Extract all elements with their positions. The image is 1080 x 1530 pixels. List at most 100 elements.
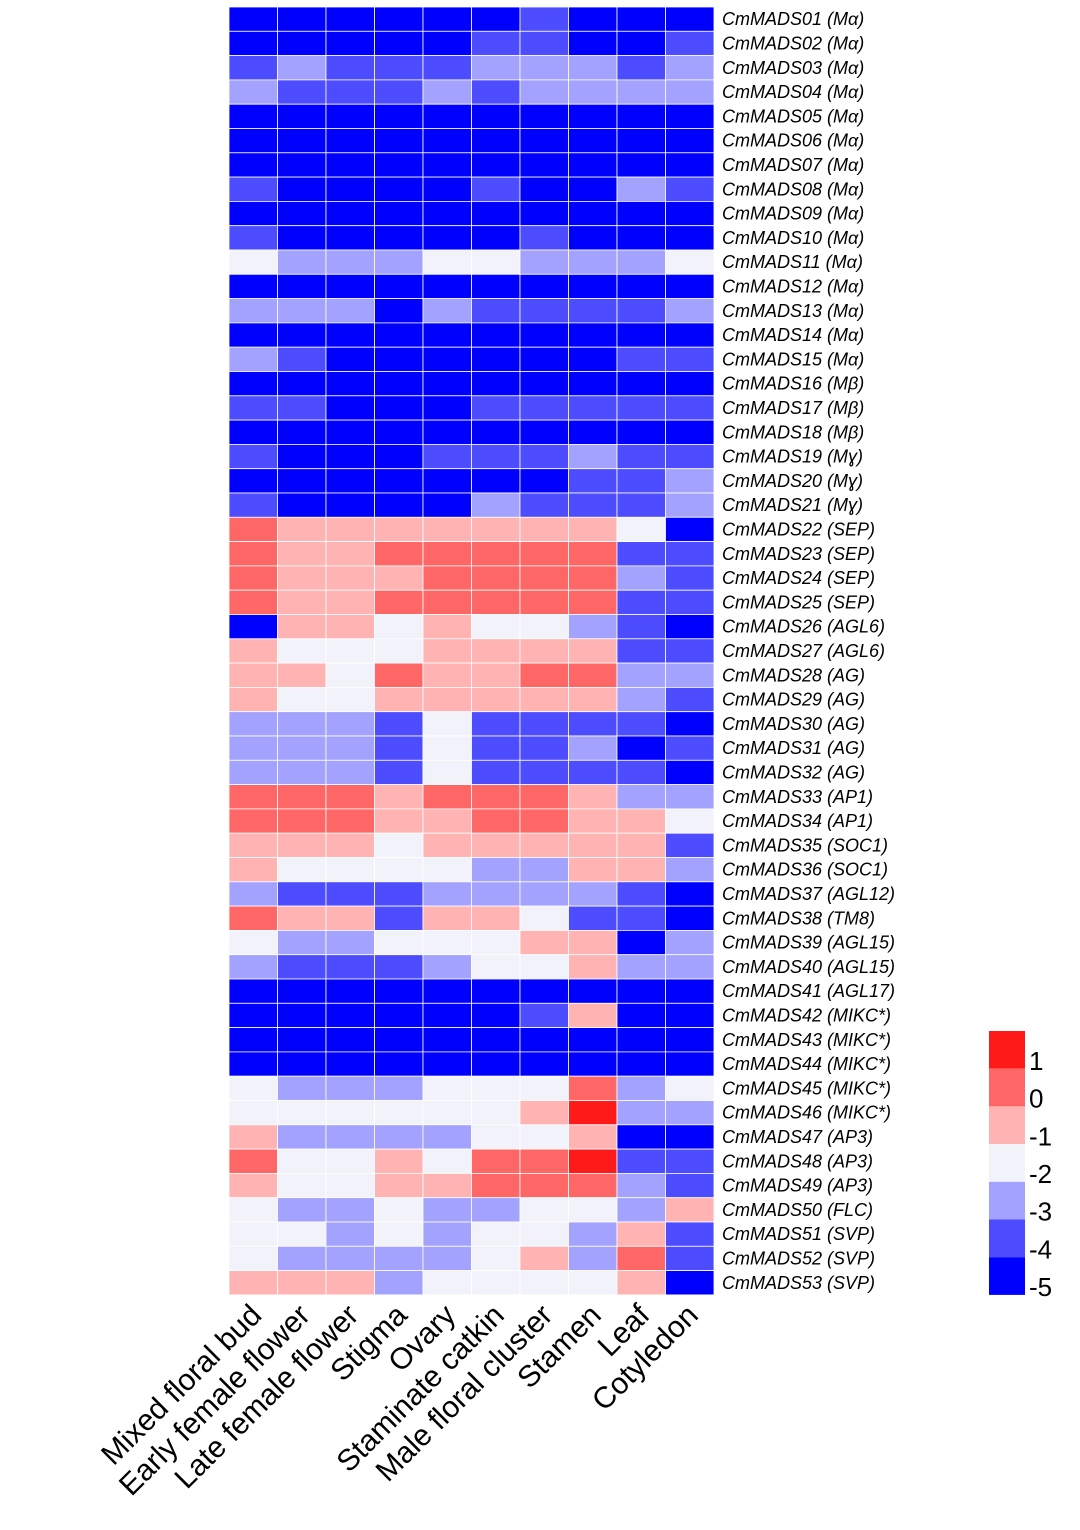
heatmap-cell [277,273,327,299]
heatmap-cell [374,30,424,56]
heatmap-cell [374,1173,424,1199]
heatmap-cell [228,79,278,105]
heatmap-cell [277,371,327,397]
heatmap-cell [325,881,375,907]
heatmap-cell [665,1173,715,1199]
heatmap-cell [471,395,521,421]
heatmap-cell [325,589,375,615]
heatmap-cell [228,516,278,542]
heatmap-cell [616,346,666,372]
heatmap-cell [325,30,375,56]
heatmap-cell [374,735,424,761]
heatmap-cell [374,541,424,567]
heatmap-cell [422,1002,472,1028]
heatmap-cell [422,273,472,299]
heatmap-cell [325,492,375,518]
heatmap-cell [422,638,472,664]
heatmap-cell [228,1270,278,1296]
heatmap-cell [519,152,569,178]
row-label: CmMADS29 (AG) [722,690,865,710]
heatmap-cell [277,1124,327,1150]
heatmap-cell [616,857,666,883]
heatmap-cell [277,857,327,883]
heatmap-cell [228,55,278,81]
row-label: CmMADS02 (Mα) [722,33,864,53]
heatmap-cell [228,1173,278,1199]
heatmap-cell [325,419,375,445]
row-label: CmMADS27 (AGL6) [722,641,885,661]
heatmap-cell [616,200,666,227]
heatmap-cell [374,1197,424,1223]
heatmap-cell [616,79,666,105]
heatmap-cell [568,298,618,324]
heatmap-cell [665,905,715,931]
heatmap-cell [422,808,472,834]
row-label: CmMADS07 (Mα) [722,155,864,175]
heatmap-cell [471,1173,521,1199]
heatmap-cell [325,200,375,227]
heatmap-cell [665,784,715,810]
heatmap-cell [519,711,569,737]
heatmap-cell [228,395,278,421]
heatmap-cell [616,905,666,931]
row-label: CmMADS43 (MIKC*) [722,1030,891,1050]
heatmap-cell [422,687,472,713]
heatmap-cell [665,1051,715,1077]
heatmap-cell [422,152,472,178]
heatmap-cell [665,516,715,542]
heatmap-cell [374,1075,424,1101]
heatmap-cell [277,614,327,640]
heatmap-cell [519,954,569,980]
heatmap-cell [665,249,715,275]
heatmap-cell [568,565,618,591]
legend-label: -4 [1029,1234,1052,1264]
heatmap-cell [374,1245,424,1272]
heatmap-cell [374,176,424,202]
heatmap-cell [422,516,472,542]
heatmap-cell [665,1197,715,1223]
heatmap-cell [519,1270,569,1296]
heatmap-cell [616,784,666,810]
heatmap-cell [616,735,666,761]
heatmap-cell [422,1270,472,1296]
heatmap-cell [277,784,327,810]
heatmap-cell [422,930,472,956]
heatmap-cell [325,1124,375,1150]
row-label: CmMADS26 (AGL6) [722,617,885,637]
heatmap-cell [228,784,278,810]
heatmap-cell [325,395,375,421]
heatmap-cell [422,954,472,980]
heatmap-cell [422,589,472,615]
heatmap-cell [277,249,327,275]
heatmap-cell [374,759,424,785]
heatmap-cell [471,1002,521,1028]
heatmap-cell [374,1002,424,1028]
heatmap-cell [374,857,424,883]
heatmap-cell [471,832,521,858]
heatmap-cell [471,905,521,931]
heatmap-cell [519,687,569,713]
heatmap-cell [616,638,666,664]
heatmap-cell [616,1100,666,1126]
heatmap-cell [471,589,521,615]
heatmap-cell [374,55,424,81]
heatmap-cell [616,614,666,640]
heatmap-cell [277,832,327,858]
heatmap-cell [228,419,278,445]
heatmap-cell [422,79,472,105]
row-label: CmMADS20 (Mɣ) [722,471,863,491]
heatmap-cell [422,128,472,154]
row-label: CmMADS36 (SOC1) [722,860,888,880]
heatmap-cell [471,930,521,956]
heatmap-cell [325,1197,375,1223]
heatmap-cell [422,6,472,32]
heatmap-cell [471,468,521,494]
heatmap-cell [568,541,618,567]
heatmap-cell [228,152,278,178]
heatmap-cell [325,565,375,591]
heatmap-cell [228,1002,278,1028]
heatmap-cell [471,419,521,445]
heatmap-cell [228,1245,278,1272]
heatmap-cell [568,322,618,348]
heatmap-cell [665,273,715,299]
